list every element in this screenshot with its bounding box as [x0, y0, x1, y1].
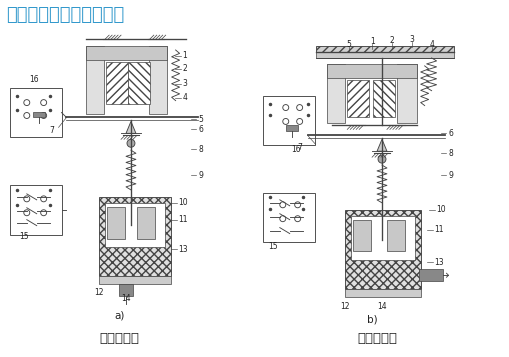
Text: 16: 16 — [290, 145, 300, 154]
Bar — [99, 197, 171, 276]
Bar — [345, 289, 420, 297]
Text: b): b) — [366, 315, 377, 325]
Text: 1: 1 — [182, 51, 187, 60]
Text: 通电延时型: 通电延时型 — [99, 332, 139, 345]
Bar — [315, 52, 454, 58]
Text: 16: 16 — [29, 75, 39, 84]
Bar — [263, 193, 314, 242]
Polygon shape — [376, 139, 386, 151]
Text: 6: 6 — [198, 125, 203, 134]
Text: 12: 12 — [94, 288, 104, 297]
Text: 11: 11 — [434, 225, 443, 234]
Bar — [315, 46, 454, 52]
Circle shape — [377, 155, 385, 163]
Bar — [136, 207, 155, 238]
Bar — [105, 203, 164, 247]
Text: 4: 4 — [429, 40, 433, 49]
Text: 10: 10 — [178, 198, 188, 207]
Text: 断电延时型: 断电延时型 — [356, 332, 397, 345]
Bar — [149, 46, 166, 114]
Polygon shape — [126, 121, 136, 134]
Text: 8: 8 — [447, 149, 453, 158]
Bar — [106, 62, 128, 104]
Bar — [351, 216, 414, 260]
Bar — [327, 64, 345, 124]
Text: 7: 7 — [49, 126, 54, 135]
Text: 10: 10 — [436, 205, 445, 214]
Bar — [353, 220, 371, 251]
Text: 15: 15 — [268, 242, 277, 251]
Text: 9: 9 — [198, 171, 203, 180]
Text: 5: 5 — [346, 40, 351, 49]
Bar — [86, 46, 104, 114]
Text: 3: 3 — [409, 35, 413, 44]
Bar — [285, 125, 297, 131]
Bar — [386, 220, 404, 251]
Bar — [396, 64, 416, 124]
Bar — [10, 88, 62, 137]
Text: 3: 3 — [182, 79, 187, 88]
Bar — [33, 111, 45, 117]
Text: 13: 13 — [434, 258, 443, 267]
Bar — [86, 46, 166, 60]
Text: 2: 2 — [389, 36, 393, 45]
Bar — [10, 185, 62, 235]
Text: 14: 14 — [121, 293, 131, 303]
Text: 6: 6 — [447, 129, 453, 138]
Text: 8: 8 — [198, 145, 203, 154]
Text: 5: 5 — [198, 115, 203, 124]
Bar — [107, 207, 125, 238]
Bar — [327, 64, 416, 78]
Text: 7: 7 — [297, 143, 301, 152]
Text: 11: 11 — [178, 215, 188, 224]
Bar — [373, 80, 394, 117]
Text: 15: 15 — [19, 232, 29, 241]
Bar — [345, 210, 420, 289]
Text: 2: 2 — [182, 64, 187, 73]
Bar — [418, 269, 442, 281]
Text: 12: 12 — [340, 302, 349, 311]
Text: 13: 13 — [178, 245, 188, 254]
Text: 14: 14 — [377, 302, 386, 311]
Bar — [119, 284, 133, 296]
Bar — [263, 96, 314, 145]
Bar — [99, 276, 171, 284]
Text: 1: 1 — [369, 36, 374, 46]
Circle shape — [127, 139, 135, 147]
Text: a): a) — [114, 311, 124, 321]
Text: 9: 9 — [447, 171, 453, 180]
Text: 4: 4 — [182, 93, 187, 102]
Text: 时间继电器结构图如下：: 时间继电器结构图如下： — [6, 6, 124, 24]
Bar — [128, 62, 150, 104]
Bar — [347, 80, 369, 117]
